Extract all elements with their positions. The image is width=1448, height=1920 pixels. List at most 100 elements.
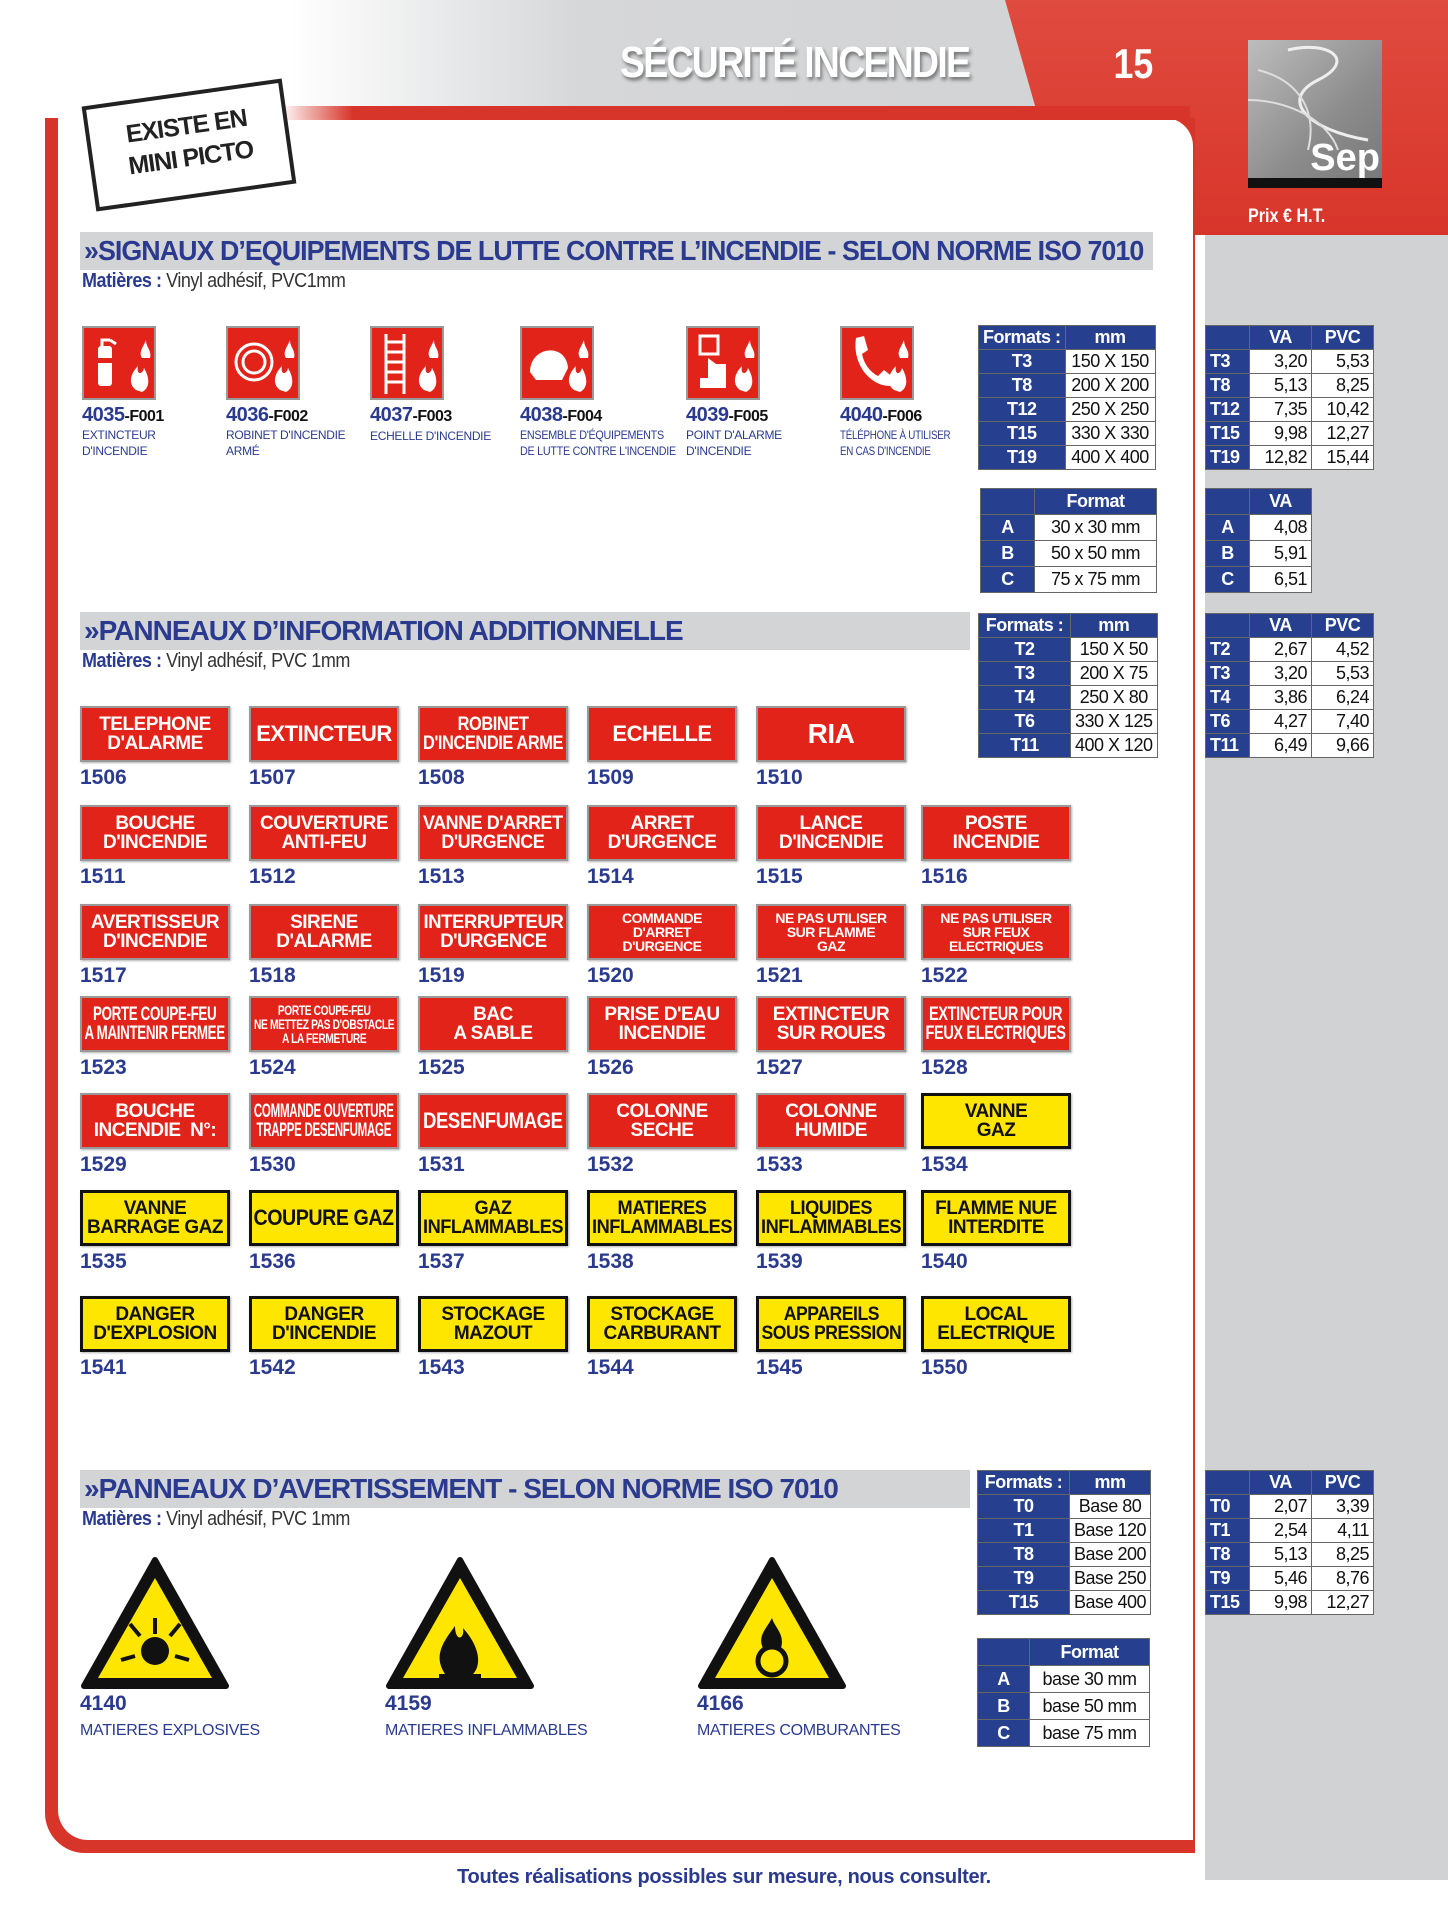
sign-text: DANGER D'EXPLOSION: [93, 1304, 217, 1344]
sign-text: LANCE D'INCENDIE: [778, 813, 884, 853]
sign-number: 1544: [587, 1356, 634, 1379]
sign-1506: TELEPHONE D'ALARME: [80, 706, 230, 762]
code-number: 4040: [840, 404, 883, 426]
table-row: T0 Base 80: [977, 1494, 1152, 1519]
column-header: [1205, 325, 1250, 350]
table-cell: 250 X 80: [1070, 685, 1158, 710]
row-label: T15: [977, 1590, 1070, 1615]
product-code: 4038-F004: [520, 404, 676, 427]
column-header: mm: [1070, 613, 1158, 638]
table-cell: base 30 mm: [1029, 1665, 1150, 1693]
materials-label: Matières :: [82, 1508, 162, 1530]
table-cell: 30 x 30 mm: [1034, 514, 1157, 541]
table-cell: 9,98: [1249, 1590, 1312, 1615]
warning-code: 4159: [385, 1692, 432, 1715]
stamp-text: EXISTE EN MINI PICTO: [124, 103, 255, 181]
product-label: ECHELLE D'INCENDIE: [370, 429, 491, 443]
sign-number: 1524: [249, 1056, 296, 1079]
sign-text: PORTE COUPE-FEU A MAINTENIR FERMEE: [84, 1004, 226, 1044]
table-cell: 12,27: [1311, 1590, 1374, 1615]
sign-1529: BOUCHE INCENDIE N°:: [80, 1093, 230, 1149]
materials-value: Vinyl adhésif, PVC 1mm: [161, 1508, 350, 1530]
table-cell: 75 x 75 mm: [1034, 566, 1157, 593]
table-header-row: Formats : mm: [977, 1470, 1152, 1495]
table-row: T12 7,35 10,42: [1205, 397, 1374, 422]
code-suffix: -F004: [562, 408, 603, 425]
table-row: T9 Base 250: [977, 1566, 1152, 1591]
sign-number: 1512: [249, 865, 296, 888]
sign-number: 1538: [587, 1250, 634, 1273]
row-label: T8: [1205, 1542, 1250, 1567]
sign-1543: STOCKAGE MAZOUT: [418, 1296, 568, 1352]
product-label: POINT D'ALARME D'INCENDIE: [686, 428, 782, 458]
table-row: A 30 x 30 mm: [980, 514, 1157, 541]
column-header: VA: [1249, 613, 1312, 638]
sign-1515: LANCE D'INCENDIE: [756, 805, 906, 861]
sign-1532: COLONNE SECHE: [587, 1093, 737, 1149]
sep-logo: Sep: [1248, 40, 1382, 188]
table-cell: 4,52: [1311, 637, 1374, 662]
code-number: 4038: [520, 404, 563, 426]
table-cell: 2,07: [1249, 1494, 1312, 1519]
table-cell: 50 x 50 mm: [1034, 540, 1157, 567]
table-row: T2 2,67 4,52: [1205, 637, 1374, 662]
sign-text: APPAREILS SOUS PRESSION: [761, 1304, 901, 1344]
row-label: C: [980, 566, 1035, 593]
sign-text: NE PAS UTILISER SUR FEUX ELECTRIQUES: [940, 910, 1052, 954]
footer-note: Toutes réalisations possibles sur mesure…: [457, 1866, 991, 1888]
table-row: T6 330 X 125: [978, 709, 1158, 734]
table-cell: 5,46: [1249, 1566, 1312, 1591]
row-label: T15: [1205, 1590, 1250, 1615]
table-cell: 2,67: [1249, 637, 1312, 662]
sign-text: AVERTISSEUR D'INCENDIE: [90, 912, 220, 952]
table-cell: 7,35: [1249, 397, 1312, 422]
sign-number: 1539: [756, 1250, 803, 1273]
sign-1538: MATIERES INFLAMMABLES: [587, 1190, 737, 1246]
sign-number: 1513: [418, 865, 465, 888]
sign-text: SIRENE D'ALARME: [276, 912, 372, 952]
table-row: T6 4,27 7,40: [1205, 709, 1374, 734]
row-label: T0: [1205, 1494, 1250, 1519]
table-row: T0 2,07 3,39: [1205, 1494, 1374, 1519]
warning-label: MATIERES INFLAMMABLES: [385, 1722, 588, 1739]
table-cell: 5,13: [1249, 373, 1312, 398]
code-number: 4036: [226, 404, 269, 426]
sign-1528: EXTINCTEUR POUR FEUX ELECTRIQUES: [921, 996, 1071, 1052]
fire-hose-icon: [226, 326, 300, 400]
row-label: B: [1205, 540, 1250, 567]
sign-number: 1540: [921, 1250, 968, 1273]
table-row: T4 250 X 80: [978, 685, 1158, 710]
table-cell: 200 X 200: [1064, 373, 1156, 398]
table-cell: 150 X 150: [1064, 349, 1156, 374]
table-cell: 2,54: [1249, 1518, 1312, 1543]
sign-text: COLONNE HUMIDE: [785, 1101, 877, 1141]
table-cell: 200 X 75: [1070, 661, 1158, 686]
row-label: T6: [1205, 709, 1250, 734]
sign-number: 1514: [587, 865, 634, 888]
ladder-icon: [370, 326, 444, 400]
sign-number: 1533: [756, 1153, 803, 1176]
row-label: T19: [978, 445, 1066, 470]
section-heading-warning: »PANNEAUX D’AVERTISSEMENT - SELON NORME …: [80, 1470, 970, 1508]
sign-1518: SIRENE D'ALARME: [249, 904, 399, 960]
table-row: T15 Base 400: [977, 1590, 1152, 1615]
sign-text: PRISE D'EAU INCENDIE: [604, 1004, 720, 1044]
table-row: T3 3,20 5,53: [1205, 661, 1374, 686]
row-label: T1: [977, 1518, 1070, 1543]
sign-text: RIA: [807, 718, 855, 749]
table-row: T15 330 X 330: [978, 421, 1156, 446]
column-header: PVC: [1311, 325, 1374, 350]
sign-text: VANNE BARRAGE GAZ: [87, 1198, 223, 1238]
product-code: 4036-F002: [226, 404, 360, 427]
row-label: B: [980, 540, 1035, 567]
product-label: EXTINCTEUR D'INCENDIE: [82, 428, 156, 458]
row-label: T15: [1205, 421, 1250, 446]
sign-text: ECHELLE: [612, 721, 712, 746]
sign-number: 1519: [418, 964, 465, 987]
section-title: »SIGNAUX D’EQUIPEMENTS DE LUTTE CONTRE L…: [84, 235, 1144, 266]
row-label: T8: [978, 373, 1066, 398]
mini-formats-table: Format A 30 x 30 mm B 50 x 50 mm C 75 x 75 mm: [980, 488, 1157, 593]
sign-number: 1506: [80, 766, 127, 789]
column-header: PVC: [1311, 613, 1374, 638]
row-label: T0: [977, 1494, 1070, 1519]
